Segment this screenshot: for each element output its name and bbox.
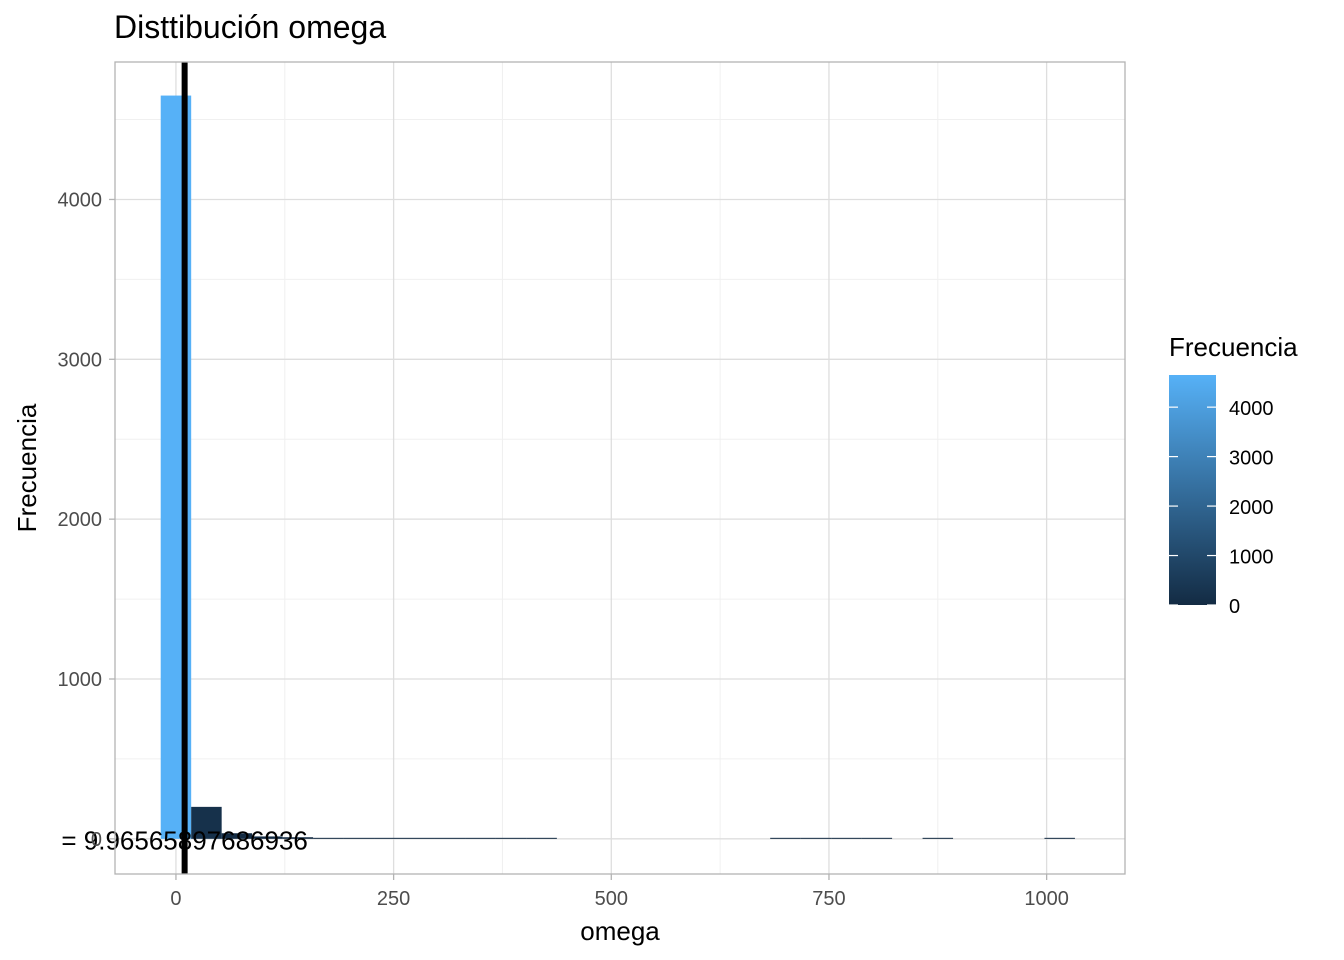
x-tick-label: 500 — [595, 888, 628, 910]
histogram-bar — [313, 837, 344, 839]
x-tick-label: 250 — [377, 888, 410, 910]
x-tick-label: 750 — [812, 888, 845, 910]
histogram-bar — [770, 837, 801, 839]
y-tick-label: 0 — [91, 829, 102, 851]
histogram-bar — [495, 837, 527, 839]
legend-label: 0 — [1229, 596, 1240, 618]
y-axis: 0 1000 2000 3000 4000 — [58, 189, 115, 851]
y-tick-label: 2000 — [58, 509, 103, 531]
histogram-bar — [404, 837, 435, 839]
histogram-bar — [282, 837, 314, 839]
fill-legend: Frecuencia 4000 3000 2000 1000 0 — [1169, 332, 1298, 618]
histogram-bar — [434, 837, 466, 839]
legend-label: 3000 — [1229, 448, 1274, 470]
legend-title: Frecuencia — [1169, 332, 1298, 362]
y-axis-title: Frecuencia — [12, 403, 42, 532]
histogram-bar — [343, 837, 375, 839]
legend-label: 1000 — [1229, 547, 1274, 569]
histogram-bar — [831, 837, 862, 839]
chart-title: Disttibución omega — [114, 9, 386, 45]
histogram-bar — [374, 837, 405, 839]
grid-lines — [115, 62, 1125, 874]
x-axis: 0 250 500 750 1000 — [170, 874, 1069, 910]
histogram-bar — [465, 837, 496, 839]
mean-annotation: = 9.96565897686936 — [61, 826, 308, 856]
histogram-bar — [252, 836, 283, 839]
legend-colorbar — [1169, 375, 1216, 605]
histogram-bar — [191, 806, 222, 839]
legend-label: 4000 — [1229, 398, 1274, 420]
legend-ticks: 4000 3000 2000 1000 0 — [1169, 398, 1274, 618]
x-tick-label: 1000 — [1024, 888, 1069, 910]
plot-panel-background — [115, 62, 1125, 874]
y-tick-label: 1000 — [58, 669, 103, 691]
y-tick-label: 4000 — [58, 189, 103, 211]
histogram-bar — [861, 837, 893, 839]
x-axis-title: omega — [580, 916, 660, 946]
x-tick-label: 0 — [170, 888, 181, 910]
histogram-bar — [800, 837, 832, 839]
histogram-bar — [221, 833, 253, 839]
histogram-bar — [922, 837, 954, 839]
legend-label: 2000 — [1229, 497, 1274, 519]
plot-panel-border — [114, 61, 1126, 875]
histogram-bar — [1044, 837, 1075, 839]
histogram-bar — [526, 837, 557, 839]
y-tick-label: 3000 — [58, 349, 103, 371]
annotation-layer: = 9.96565897686936 — [61, 826, 308, 856]
